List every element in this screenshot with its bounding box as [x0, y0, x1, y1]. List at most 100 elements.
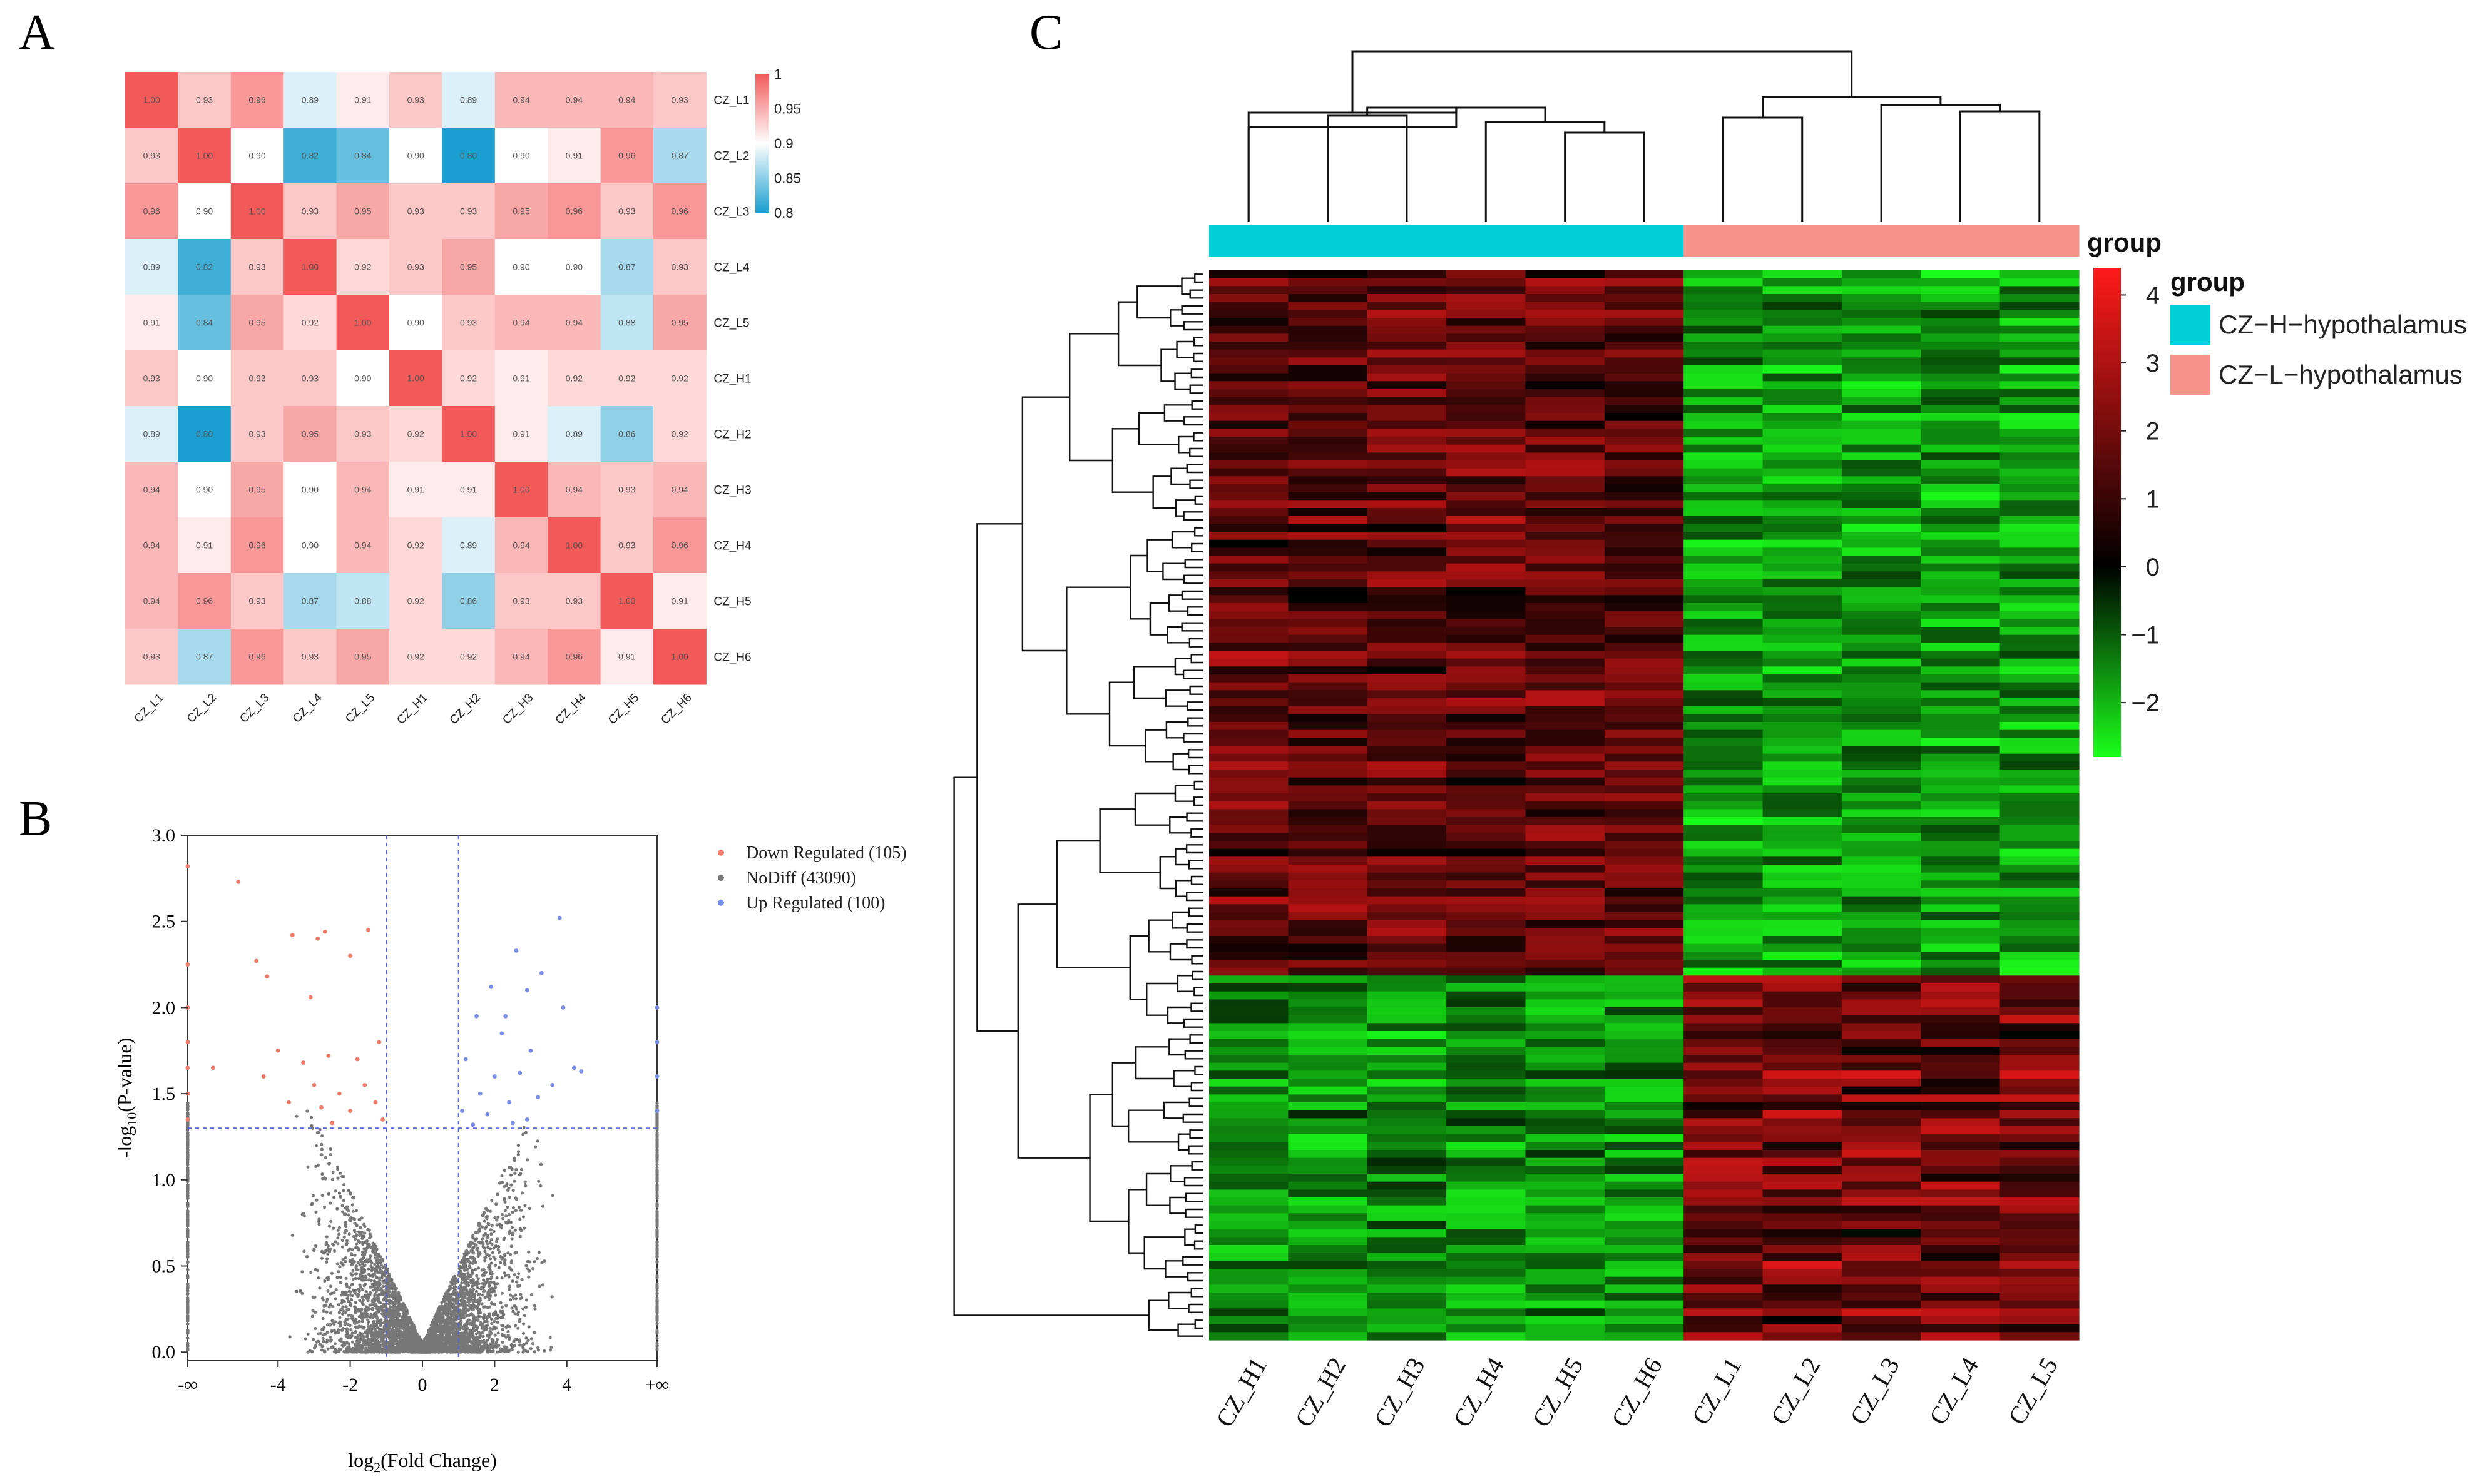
cell-value: 1.00: [302, 262, 319, 272]
nodiff-point: [655, 1215, 659, 1219]
nodiff-point: [351, 1209, 355, 1213]
heat-cell: [494, 462, 548, 518]
nodiff-point: [305, 1109, 309, 1113]
nodiff-point: [360, 1301, 365, 1306]
nodiff-point: [471, 1268, 474, 1272]
nodiff-point: [655, 1291, 659, 1296]
nodiff-point: [464, 1275, 467, 1279]
nodiff-point: [541, 1204, 545, 1208]
cell-value: 0.92: [672, 374, 688, 384]
heat-cell: [494, 350, 548, 407]
nodiff-point: [510, 1306, 514, 1310]
nodiff-point: [330, 1291, 334, 1295]
nodiff-point: [336, 1242, 340, 1246]
sig-point: [312, 1082, 317, 1087]
nodiff-point: [468, 1260, 472, 1264]
cell-value: 0.93: [248, 596, 265, 606]
nodiff-point: [361, 1299, 365, 1303]
nodiff-point: [370, 1274, 374, 1278]
heat-cell: [600, 350, 654, 407]
nodiff-point: [373, 1335, 377, 1339]
nodiff-point: [374, 1244, 378, 1248]
heat-cell: [653, 406, 707, 462]
heat-cell: [125, 239, 178, 295]
nodiff-point: [389, 1322, 392, 1326]
nodiff-point: [373, 1311, 377, 1316]
heat-cell: [283, 517, 337, 574]
heat-cell: [178, 629, 232, 685]
nodiff-point: [526, 1158, 529, 1162]
nodiff-point: [409, 1318, 413, 1322]
nodiff-point: [374, 1302, 377, 1306]
nodiff-point: [370, 1282, 374, 1286]
nodiff-point: [655, 1139, 659, 1143]
nodiff-point: [369, 1279, 373, 1283]
nodiff-point: [350, 1282, 354, 1286]
nodiff-point: [461, 1299, 464, 1303]
nodiff-point: [482, 1289, 486, 1293]
nodiff-point: [380, 1276, 384, 1280]
nodiff-point: [328, 1323, 332, 1327]
nodiff-point: [516, 1284, 519, 1288]
heat-cell: [283, 406, 337, 462]
nodiff-point: [470, 1279, 474, 1283]
series-up-regulated: [460, 915, 660, 1127]
nodiff-point: [346, 1336, 350, 1339]
nodiff-point: [364, 1309, 368, 1313]
nodiff-point: [392, 1324, 397, 1328]
nodiff-point: [344, 1311, 347, 1314]
nodiff-point: [342, 1182, 346, 1187]
cell-value: 0.91: [354, 95, 371, 105]
nodiff-point: [320, 1296, 324, 1300]
heat-cell: [283, 239, 337, 295]
nodiff-point: [466, 1271, 470, 1275]
cell-value: 0.94: [513, 541, 529, 551]
nodiff-point: [407, 1316, 411, 1319]
nodiff-point: [655, 1218, 659, 1222]
nodiff-point: [378, 1333, 382, 1337]
nodiff-point: [300, 1291, 304, 1295]
nodiff-point: [322, 1251, 325, 1255]
heat-cell: [336, 350, 390, 407]
nodiff-point: [186, 1169, 190, 1172]
heat-cell: [178, 350, 232, 407]
nodiff-point: [186, 1254, 190, 1258]
nodiff-point: [344, 1212, 347, 1216]
sig-point: [524, 1117, 529, 1122]
cell-value: 0.94: [354, 541, 371, 551]
nodiff-point: [509, 1298, 513, 1302]
cell-value: 1.00: [407, 374, 424, 384]
nodiff-point: [655, 1311, 659, 1314]
nodiff-point: [481, 1241, 485, 1245]
nodiff-point: [496, 1215, 500, 1219]
nodiff-point: [477, 1293, 481, 1296]
nodiff-point: [500, 1305, 504, 1309]
panel-label-a: A: [19, 5, 55, 60]
nodiff-point: [370, 1303, 374, 1307]
nodiff-point: [536, 1139, 539, 1143]
nodiff-point: [483, 1341, 487, 1345]
nodiff-point: [336, 1228, 340, 1232]
nodiff-point: [486, 1338, 489, 1342]
nodiff-point: [508, 1253, 513, 1256]
nodiff-point: [349, 1293, 353, 1297]
colorbar-tick: 0.85: [774, 171, 801, 186]
heat-cell: [125, 406, 178, 462]
nodiff-point: [363, 1268, 367, 1272]
nodiff-point: [387, 1283, 391, 1287]
cell-value: 0.92: [407, 429, 424, 439]
nodiff-point: [325, 1257, 329, 1261]
nodiff-point: [508, 1196, 511, 1199]
nodiff-point: [461, 1276, 464, 1281]
nodiff-point: [489, 1276, 494, 1279]
nodiff-point: [426, 1348, 429, 1352]
nodiff-point: [347, 1189, 350, 1192]
nodiff-point: [329, 1311, 333, 1315]
nodiff-point: [470, 1255, 474, 1259]
nodiff-point: [477, 1303, 481, 1306]
heat-cell: [125, 629, 178, 685]
nodiff-point: [431, 1334, 434, 1338]
nodiff-point: [515, 1280, 519, 1284]
sig-point: [185, 962, 190, 967]
cell-value: 0.93: [513, 596, 529, 606]
